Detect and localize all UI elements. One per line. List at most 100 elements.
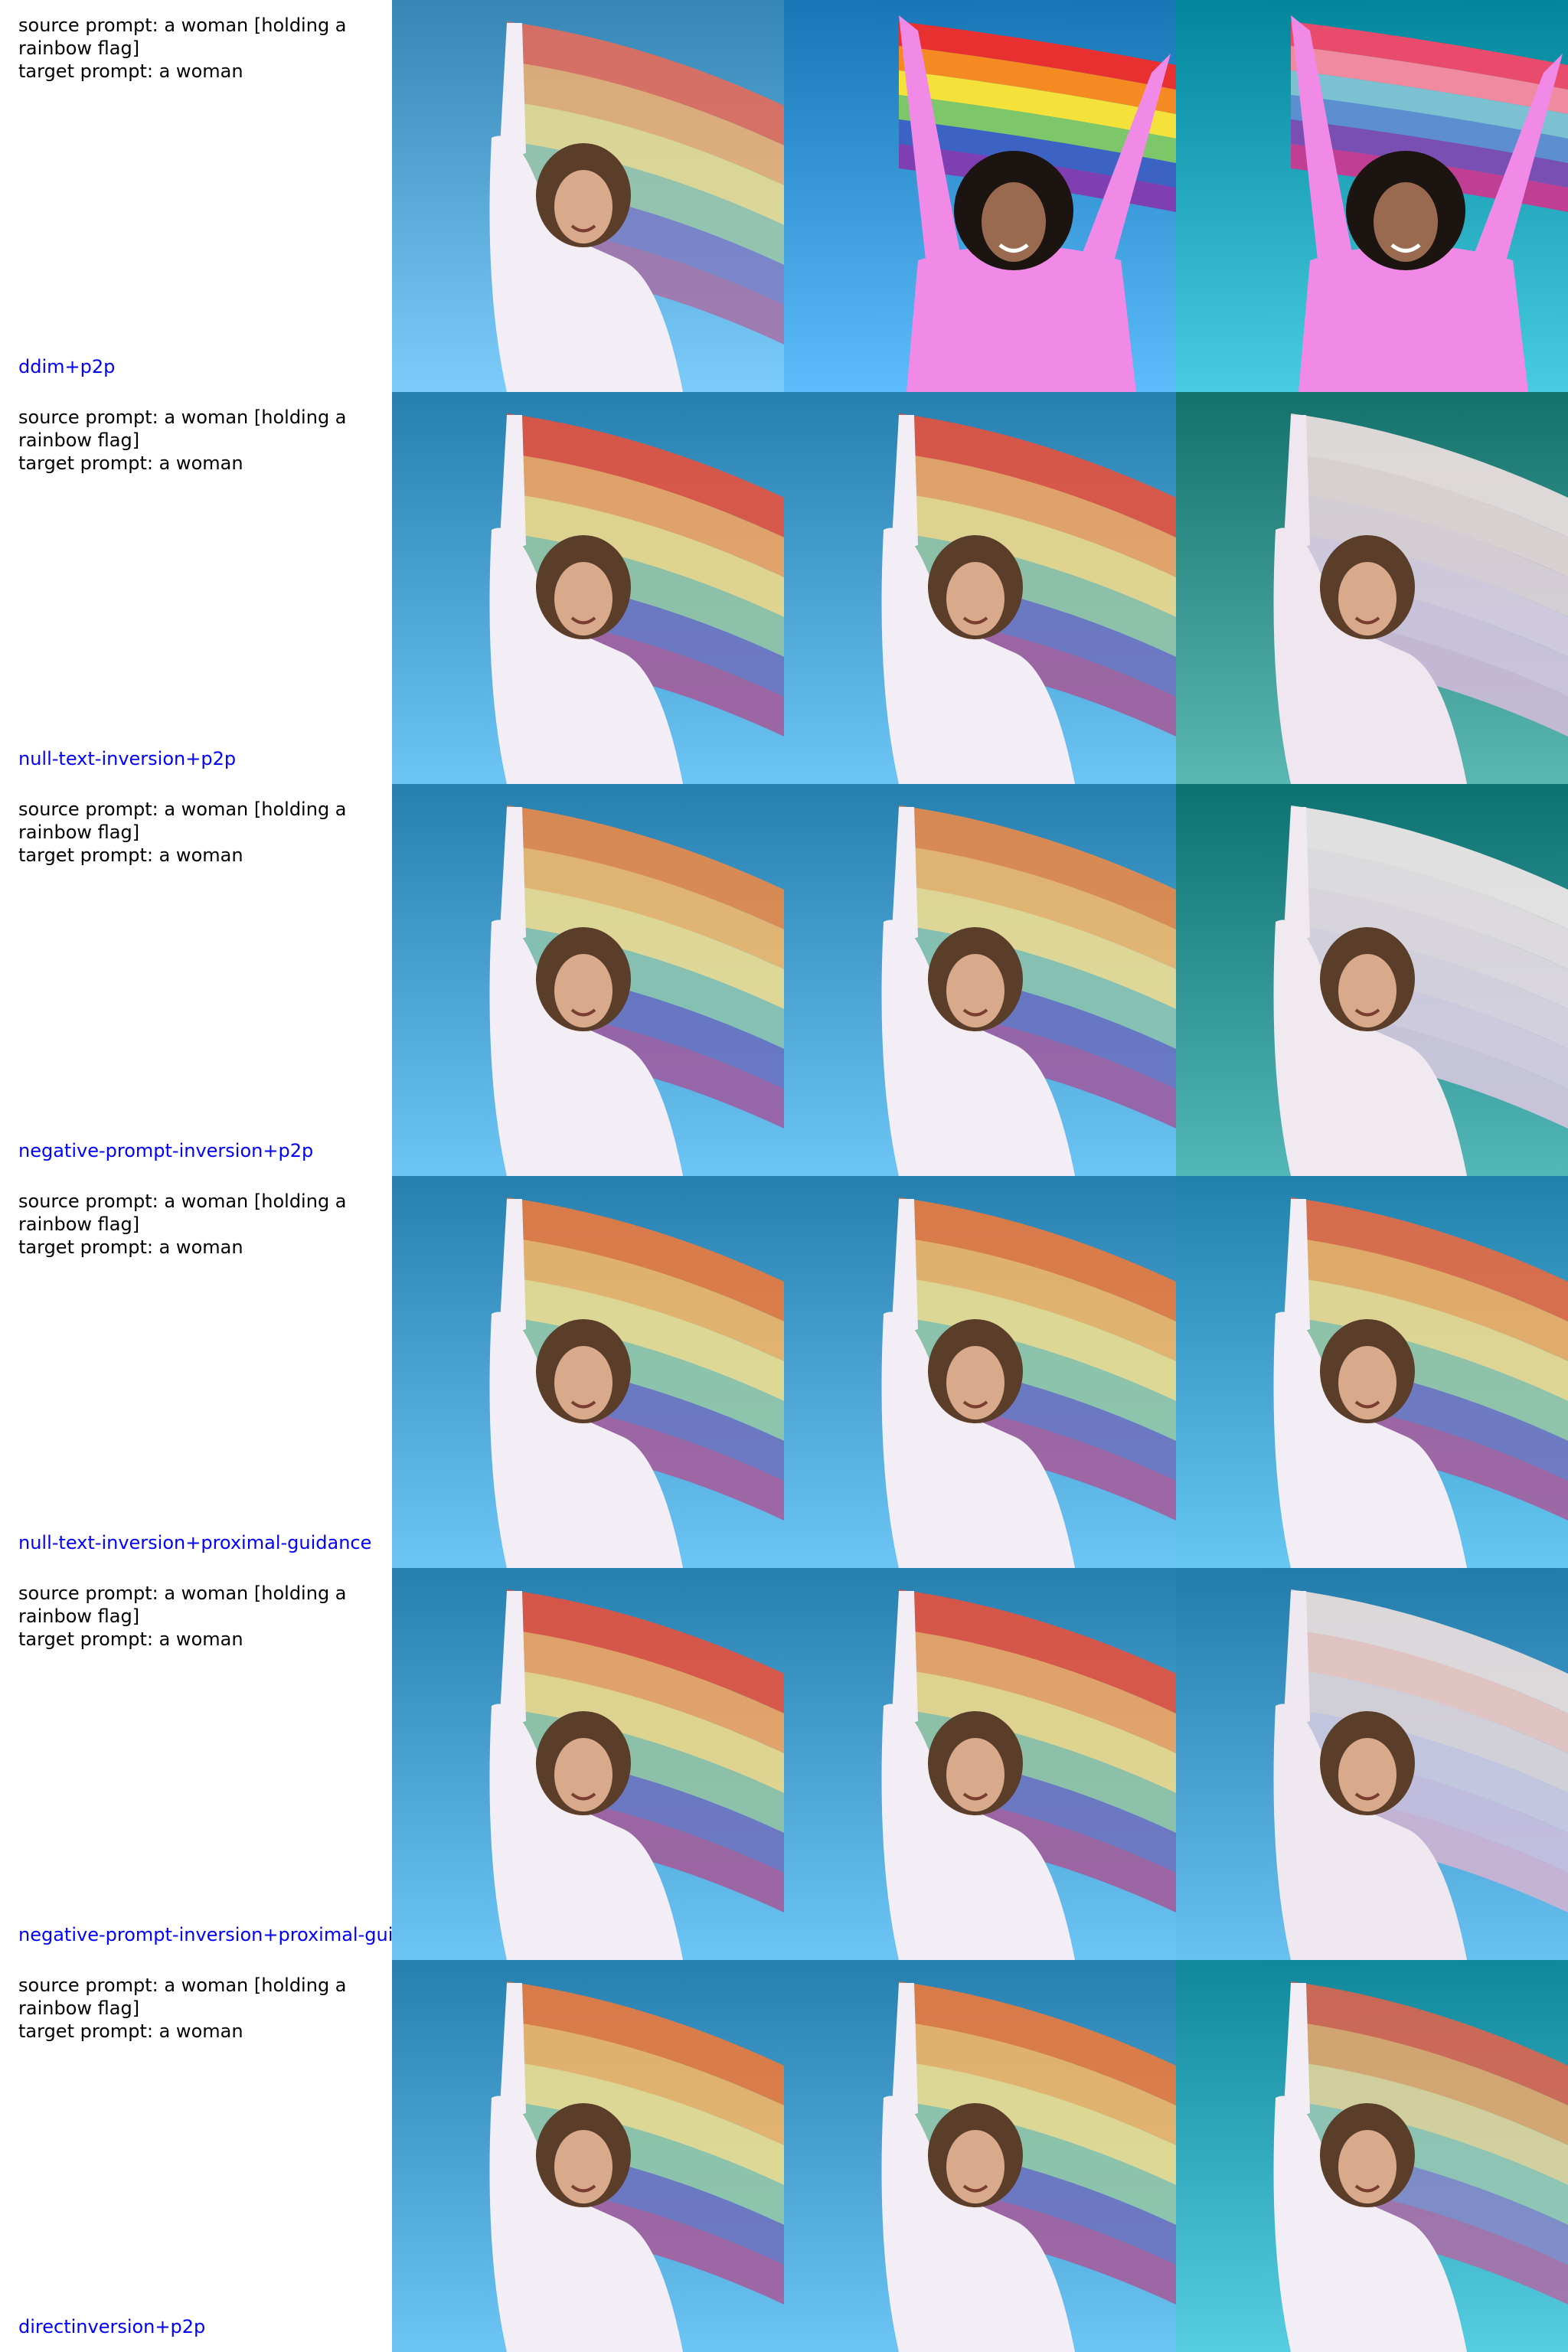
result-image [1176, 1176, 1568, 1568]
flag-stripe [507, 805, 784, 929]
target-prompt: target prompt: a woman [18, 844, 243, 866]
result-image-canvas [784, 1176, 1176, 1568]
result-row: source prompt: a woman [holding a rainbo… [0, 1960, 1568, 2352]
person [881, 1199, 1075, 1568]
flag-stripe [507, 1669, 784, 1793]
flag-stripe [899, 1277, 1176, 1401]
flag-stripe [899, 1589, 1176, 1713]
flag-stripe [507, 413, 784, 537]
flag-stripe [1291, 2021, 1568, 2145]
result-image-canvas [784, 1568, 1176, 1960]
result-image [392, 784, 784, 1176]
flag-stripe [899, 885, 1176, 1009]
result-image [1176, 392, 1568, 784]
person [1273, 807, 1467, 1176]
row-label-cell: source prompt: a woman [holding a rainbo… [0, 784, 392, 1176]
person [1273, 1983, 1467, 2352]
flag [1291, 21, 1568, 212]
result-image-canvas [392, 1568, 784, 1960]
person [1273, 1591, 1467, 1960]
person [489, 1199, 683, 1568]
flag-stripe [507, 101, 784, 225]
flag-stripe [1291, 413, 1568, 537]
result-image-canvas [392, 784, 784, 1176]
result-image [784, 1568, 1176, 1960]
prompt-text: source prompt: a woman [holding a rainbo… [18, 14, 378, 83]
result-image-canvas [392, 1176, 784, 1568]
flag-stripe [899, 1629, 1176, 1753]
result-image [1176, 1568, 1568, 1960]
flag-stripe [507, 493, 784, 617]
flag-stripe [899, 119, 1176, 188]
flag-stripe [899, 845, 1176, 969]
prompt-text: source prompt: a woman [holding a rainbo… [18, 406, 378, 475]
result-row: source prompt: a woman [holding a rainbo… [0, 784, 1568, 1176]
result-image-canvas [1176, 1960, 1568, 2352]
flag-stripe [507, 1589, 784, 1713]
person [881, 1591, 1075, 1960]
method-label: ddim+p2p [18, 356, 116, 377]
result-image-canvas [1176, 392, 1568, 784]
result-image-canvas [1176, 1568, 1568, 1960]
flag-stripe [1291, 1589, 1568, 1713]
person [881, 1983, 1075, 2352]
result-image [1176, 0, 1568, 392]
flag-stripe [1291, 2061, 1568, 2185]
source-prompt: source prompt: a woman [holding a rainbo… [18, 799, 347, 843]
flag-stripe [507, 2061, 784, 2185]
flag-stripe [899, 46, 1176, 114]
flag-stripe [1291, 1197, 1568, 1321]
flag-stripe [1291, 70, 1568, 139]
flag-stripe [1291, 885, 1568, 1009]
row-label-cell: source prompt: a woman [holding a rainbo… [0, 1176, 392, 1568]
row-label-cell: source prompt: a woman [holding a rainbo… [0, 0, 392, 392]
person [1291, 15, 1563, 392]
person [899, 15, 1171, 392]
target-prompt: target prompt: a woman [18, 452, 243, 474]
result-image-canvas [392, 392, 784, 784]
method-label: null-text-inversion+p2p [18, 748, 237, 769]
flag-stripe [899, 493, 1176, 617]
result-image [1176, 784, 1568, 1176]
flag-stripe [899, 21, 1176, 90]
flag-stripe [1291, 21, 1568, 90]
result-image-canvas [784, 1960, 1176, 2352]
flag-stripe [899, 805, 1176, 929]
prompt-text: source prompt: a woman [holding a rainbo… [18, 1582, 378, 1651]
flag-stripe [1291, 1669, 1568, 1793]
result-image [784, 392, 1176, 784]
flag-stripe [507, 61, 784, 185]
target-prompt: target prompt: a woman [18, 1236, 243, 1258]
flag-stripe [1291, 845, 1568, 969]
flag-stripe [899, 413, 1176, 537]
result-row: source prompt: a woman [holding a rainbo… [0, 1568, 1568, 1960]
result-image [784, 0, 1176, 392]
flag-stripe [507, 845, 784, 969]
source-prompt: source prompt: a woman [holding a rainbo… [18, 15, 347, 59]
flag-stripe [1291, 119, 1568, 188]
result-image [392, 0, 784, 392]
person [489, 23, 683, 392]
person [489, 415, 683, 784]
result-image-canvas [1176, 1176, 1568, 1568]
flag-stripe [1291, 1981, 1568, 2105]
flag-stripe [899, 1981, 1176, 2105]
result-image-canvas [392, 1960, 784, 2352]
person [489, 807, 683, 1176]
result-row: source prompt: a woman [holding a rainbo… [0, 392, 1568, 784]
prompt-text: source prompt: a woman [holding a rainbo… [18, 1974, 378, 2043]
prompt-text: source prompt: a woman [holding a rainbo… [18, 1190, 378, 1259]
result-row: source prompt: a woman [holding a rainbo… [0, 1176, 1568, 1568]
target-prompt: target prompt: a woman [18, 2020, 243, 2042]
flag-stripe [1291, 1277, 1568, 1401]
flag-stripe [899, 1197, 1176, 1321]
row-label-cell: source prompt: a woman [holding a rainbo… [0, 1960, 392, 2352]
flag-stripe [507, 885, 784, 1009]
method-label: null-text-inversion+proximal-guidance [18, 1532, 372, 1553]
flag-stripe [1291, 95, 1568, 163]
flag-stripe [1291, 453, 1568, 577]
flag-stripe [899, 1237, 1176, 1361]
result-image [392, 1568, 784, 1960]
flag-stripe [1291, 805, 1568, 929]
